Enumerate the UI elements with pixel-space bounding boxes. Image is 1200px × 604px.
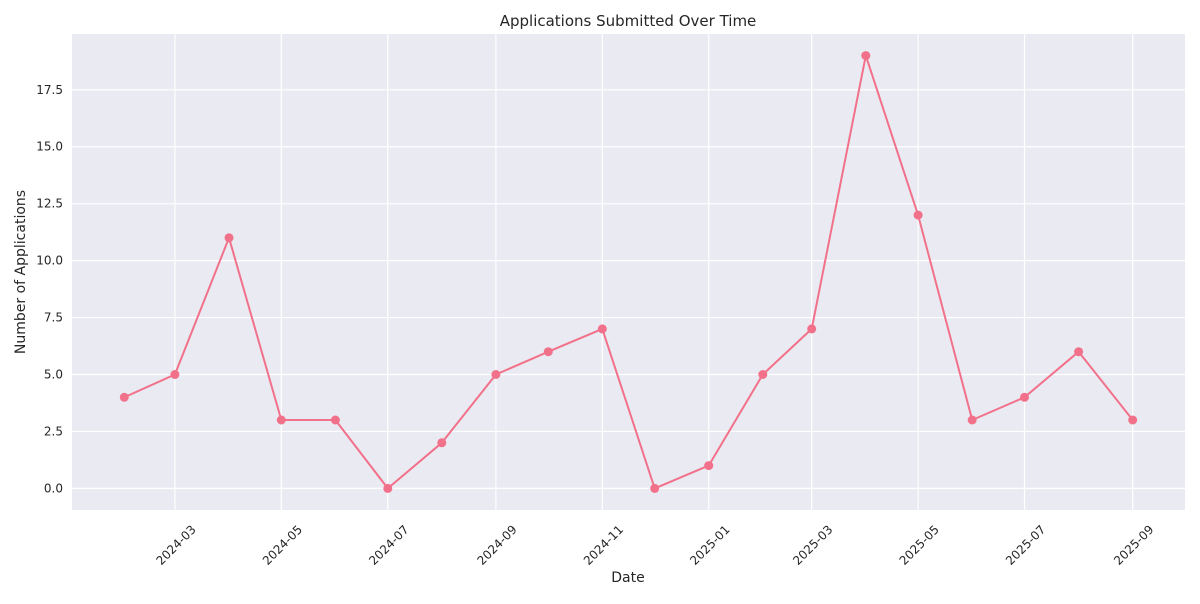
x-tick-label: 2025-05	[897, 522, 942, 567]
data-point	[650, 483, 660, 493]
data-point	[119, 392, 129, 402]
y-tick-label: 0.0	[44, 481, 63, 495]
data-point	[1128, 415, 1138, 425]
data-point	[276, 415, 286, 425]
data-point	[967, 415, 977, 425]
x-tick-label: 2024-09	[474, 522, 519, 567]
data-point	[758, 370, 768, 379]
x-tick-label: 2025-03	[790, 522, 835, 567]
y-tick-label: 17.5	[36, 83, 63, 97]
y-tick-label: 15.0	[36, 140, 63, 154]
data-point	[437, 438, 447, 448]
x-tick-label: 2024-07	[366, 522, 411, 567]
plot-background	[72, 34, 1185, 510]
y-tick-label: 7.5	[44, 311, 63, 325]
data-point	[491, 370, 501, 379]
series-line	[123, 54, 1134, 490]
series-line-group	[123, 54, 1134, 490]
grid-lines	[72, 34, 1185, 510]
data-point	[1020, 392, 1029, 402]
y-tick-label: 12.5	[36, 197, 63, 211]
data-point	[704, 461, 714, 471]
data-point	[224, 233, 234, 243]
x-axis-label: Date	[611, 570, 644, 586]
x-tick-label: 2025-07	[1003, 522, 1048, 567]
data-point	[807, 324, 817, 334]
data-point	[913, 210, 923, 220]
y-tick-label: 10.0	[36, 254, 63, 268]
data-point	[330, 415, 340, 425]
x-tick-label: 2024-05	[260, 522, 305, 567]
data-points	[119, 51, 1138, 493]
x-tick-label: 2025-01	[687, 522, 732, 567]
x-tick-label: 2024-03	[153, 522, 198, 567]
data-point	[170, 370, 180, 379]
y-axis-label: Number of Applications	[13, 190, 29, 354]
data-point	[543, 347, 553, 357]
y-tick-label: 5.0	[44, 367, 63, 381]
y-tick-label: 2.5	[44, 424, 63, 438]
data-point	[597, 324, 607, 334]
x-tick-label: 2025-09	[1111, 522, 1156, 567]
data-point	[383, 483, 393, 493]
data-point	[1074, 347, 1084, 357]
x-tick-label: 2024-11	[581, 522, 626, 567]
chart-title: Applications Submitted Over Time	[500, 12, 757, 30]
y-axis-ticks: 0.0 2.5 5.0 7.5 10.0 12.5 15.0 17.5	[36, 83, 63, 496]
data-point	[861, 51, 871, 61]
x-axis-ticks: 2024-03 2024-05 2024-07 2024-09 2024-11 2025-…	[153, 522, 1156, 567]
